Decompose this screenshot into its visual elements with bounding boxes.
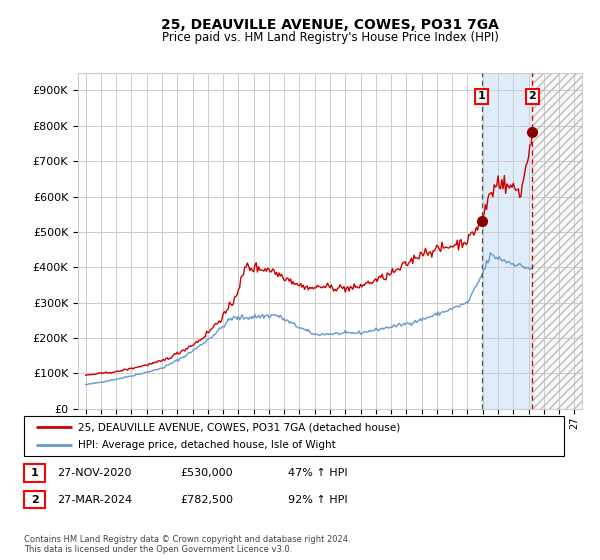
Text: 1: 1: [31, 468, 38, 478]
Bar: [532, 73, 582, 409]
Text: 25, DEAUVILLE AVENUE, COWES, PO31 7GA (detached house): 25, DEAUVILLE AVENUE, COWES, PO31 7GA (d…: [78, 422, 400, 432]
Text: 47% ↑ HPI: 47% ↑ HPI: [288, 468, 347, 478]
Text: HPI: Average price, detached house, Isle of Wight: HPI: Average price, detached house, Isle…: [78, 440, 336, 450]
Text: 25, DEAUVILLE AVENUE, COWES, PO31 7GA: 25, DEAUVILLE AVENUE, COWES, PO31 7GA: [161, 18, 499, 32]
Bar: [532, 73, 582, 409]
Text: 27-MAR-2024: 27-MAR-2024: [57, 494, 132, 505]
Text: 92% ↑ HPI: 92% ↑ HPI: [288, 494, 347, 505]
Text: Price paid vs. HM Land Registry's House Price Index (HPI): Price paid vs. HM Land Registry's House …: [161, 31, 499, 44]
Text: £530,000: £530,000: [180, 468, 233, 478]
Bar: [482, 73, 532, 409]
Text: 2: 2: [31, 494, 38, 505]
Text: £782,500: £782,500: [180, 494, 233, 505]
Text: 27-NOV-2020: 27-NOV-2020: [57, 468, 131, 478]
Text: 1: 1: [478, 91, 485, 101]
Text: 2: 2: [529, 91, 536, 101]
Text: Contains HM Land Registry data © Crown copyright and database right 2024.
This d: Contains HM Land Registry data © Crown c…: [24, 535, 350, 554]
